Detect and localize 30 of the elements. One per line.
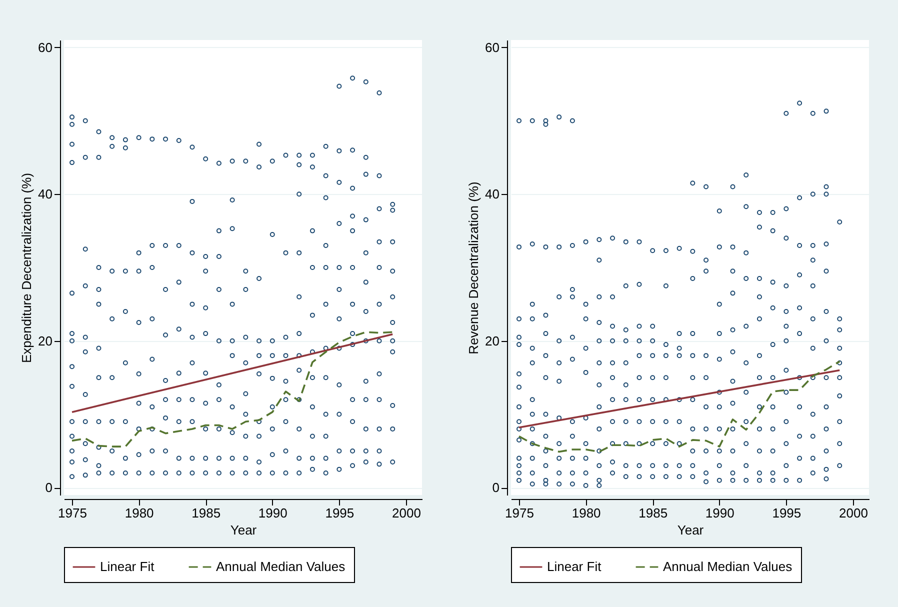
x-tick-label: 1985 bbox=[638, 506, 668, 520]
legend-label: Linear Fit bbox=[100, 559, 155, 574]
legend-label: Annual Median Values bbox=[663, 559, 793, 574]
line-series bbox=[518, 360, 841, 453]
y-tick-label: 60 bbox=[485, 40, 500, 55]
y-tick-label: 40 bbox=[38, 186, 52, 202]
y-tick-label: 0 bbox=[492, 480, 500, 496]
y-tick-label: 20 bbox=[485, 333, 500, 348]
x-axis-title: Year bbox=[677, 522, 704, 538]
x-tick-label: 2000 bbox=[392, 506, 421, 520]
x-tick-label: 1995 bbox=[325, 506, 354, 520]
y-tick-label: 60 bbox=[38, 40, 52, 55]
legend-label: Annual Median Values bbox=[216, 559, 346, 574]
x-tick-label: 1980 bbox=[572, 506, 601, 520]
x-axis-title: Year bbox=[230, 522, 258, 538]
x-tick-label: 1985 bbox=[192, 506, 221, 520]
x-tick-label: 1990 bbox=[705, 506, 734, 520]
x-tick-label: 1980 bbox=[124, 506, 154, 520]
x-tick-label: 2000 bbox=[839, 506, 868, 520]
x-tick-label: 1995 bbox=[772, 506, 802, 520]
y-axis-title: Expenditure Decentralization (%) bbox=[19, 172, 34, 364]
x-tick-label: 1975 bbox=[58, 506, 87, 520]
y-tick-label: 0 bbox=[45, 480, 52, 496]
x-tick-label: 1975 bbox=[505, 506, 534, 520]
x-tick-label: 1990 bbox=[258, 506, 288, 520]
legend-label: Linear Fit bbox=[547, 559, 602, 574]
y-tick-label: 20 bbox=[38, 333, 52, 348]
y-tick-label: 40 bbox=[485, 186, 500, 202]
line-series bbox=[71, 331, 394, 448]
y-axis-title: Revenue Decentralization (%) bbox=[466, 182, 482, 354]
